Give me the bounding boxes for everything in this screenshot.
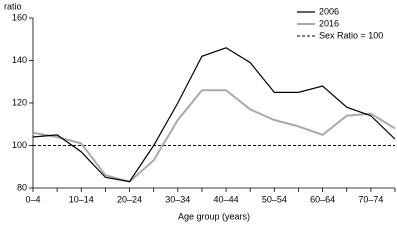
x-tick-label: 70–74 bbox=[358, 194, 383, 204]
x-tick-label: 40–44 bbox=[214, 194, 239, 204]
series-line bbox=[32, 47, 396, 183]
series-line bbox=[32, 89, 396, 183]
x-tick-label: 20–24 bbox=[117, 194, 142, 204]
y-tick-label: 100 bbox=[12, 140, 27, 150]
y-tick-label: 120 bbox=[12, 97, 27, 107]
x-tick-label: 30–34 bbox=[165, 194, 190, 204]
y-tick-label: 80 bbox=[17, 182, 27, 192]
y-tick-label: 140 bbox=[12, 55, 27, 65]
x-axis-label: Age group (years) bbox=[178, 211, 250, 221]
x-tick-label: 0–4 bbox=[25, 194, 40, 204]
legend-label: 2006 bbox=[319, 6, 339, 16]
x-tick-label: 10–14 bbox=[69, 194, 94, 204]
legend-label: 2016 bbox=[319, 18, 339, 28]
x-tick-label: 50–54 bbox=[262, 194, 287, 204]
chart: ratio Age group (years) 80 100 120 140 160 0–… bbox=[4, 1, 396, 221]
y-axis-label: ratio bbox=[4, 1, 22, 11]
x-tick-label: 60–64 bbox=[310, 194, 335, 204]
legend-label: Sex Ratio = 100 bbox=[319, 30, 383, 40]
y-tick-label: 160 bbox=[12, 12, 27, 22]
